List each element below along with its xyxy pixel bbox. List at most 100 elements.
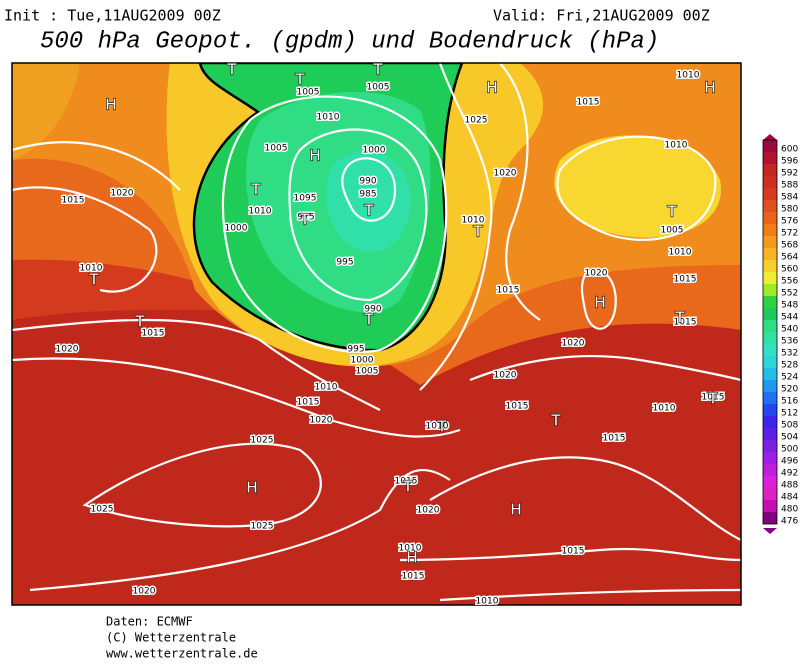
isobar-label: 1015 [506, 402, 529, 412]
isobar-label: 990 [364, 305, 381, 315]
colorbar-swatch [763, 440, 777, 452]
colorbar-swatch [763, 512, 777, 524]
colorbar-swatch [763, 344, 777, 356]
isobar-label: 1010 [669, 248, 692, 258]
colorbar-label: 484 [781, 493, 798, 503]
isobar-label: 1010 [317, 113, 340, 123]
isobar-label: 1010 [426, 422, 449, 432]
colorbar: 600 596 592 588 584 580 576 572 568 564 560 556 552 5… [762, 134, 798, 534]
colorbar-label: 544 [781, 313, 798, 323]
colorbar-label: 496 [781, 457, 798, 467]
colorbar-label: 476 [781, 517, 798, 527]
colorbar-label: 592 [781, 169, 798, 179]
colorbar-label: 560 [781, 265, 798, 275]
isobar-label: 1020 [585, 269, 608, 279]
colorbar-swatch [763, 152, 777, 164]
colorbar-label: 492 [781, 469, 798, 479]
isobar-label: 1000 [363, 146, 386, 156]
footer-source: Daten: ECMWF [106, 615, 193, 629]
colorbar-swatch [763, 260, 777, 272]
colorbar-label: 572 [781, 229, 798, 239]
colorbar-swatch [763, 164, 777, 176]
colorbar-swatch [763, 416, 777, 428]
pressure-center: T [436, 418, 447, 436]
colorbar-label: 524 [781, 373, 798, 383]
colorbar-label: 516 [781, 397, 798, 407]
isobar-label: 1010 [315, 383, 338, 393]
isobar-label: 1025 [251, 436, 274, 446]
isobar-label: 995 [347, 345, 364, 355]
colorbar-label: 532 [781, 349, 798, 359]
pressure-center: H [309, 147, 320, 165]
colorbar-swatch [763, 188, 777, 200]
isobar-label: 1020 [417, 506, 440, 516]
pressure-center: T [226, 61, 237, 79]
pressure-center: T [299, 211, 310, 229]
isobar-label: 1015 [603, 434, 626, 444]
colorbar-swatch [763, 176, 777, 188]
isobar-label: 1015 [62, 196, 85, 206]
isobar-label: 1025 [251, 522, 274, 532]
isobar-label: 1015 [674, 275, 697, 285]
chart-title: 500 hPa Geopot. (gpdm) und Bodendruck (h… [40, 28, 659, 55]
pressure-center: H [105, 96, 116, 114]
valid-time: Valid: Fri,21AUG2009 00Z [493, 7, 710, 25]
colorbar-label: 528 [781, 361, 798, 371]
colorbar-swatch [763, 296, 777, 308]
pressure-center: T [707, 390, 718, 408]
colorbar-swatch [763, 488, 777, 500]
colorbar-swatch [763, 320, 777, 332]
isobar-label: 1015 [142, 329, 165, 339]
colorbar-label: 508 [781, 421, 798, 431]
isobar-label: 1020 [56, 345, 79, 355]
pressure-center: T [666, 203, 677, 221]
isobar-label: 1000 [351, 356, 374, 366]
isobar-label: 990 [359, 177, 376, 187]
isobar-label: 1025 [465, 116, 488, 126]
isobar-label: 1010 [249, 207, 272, 217]
colorbar-label: 596 [781, 157, 798, 167]
isobar-label: 1005 [367, 83, 390, 93]
init-time: Init : Tue,11AUG2009 00Z [4, 7, 221, 25]
pressure-center: T [134, 313, 145, 331]
isobar-label: 1005 [356, 367, 379, 377]
colorbar-swatch [763, 392, 777, 404]
colorbar-swatch [763, 332, 777, 344]
colorbar-swatch [763, 200, 777, 212]
isobar-label: 1005 [661, 226, 684, 236]
colorbar-label: 480 [781, 505, 798, 515]
map-frame [11, 62, 742, 606]
isobar-label: 1010 [677, 71, 700, 81]
colorbar-swatch [763, 452, 777, 464]
colorbar-label: 564 [781, 253, 798, 263]
colorbar-swatch [763, 284, 777, 296]
pressure-center: T [372, 61, 383, 79]
footer-copyright: (C) Wetterzentrale [106, 631, 236, 645]
colorbar-label: 556 [781, 277, 798, 287]
pressure-center: T [402, 478, 413, 496]
isobar-label: 1020 [494, 371, 517, 381]
colorbar-label: 588 [781, 181, 798, 191]
isobar-label: 1025 [91, 505, 114, 515]
colorbar-label: 580 [781, 205, 798, 215]
isobar-label: 1020 [310, 416, 333, 426]
isobar-label: 1005 [265, 144, 288, 154]
colorbar-label: 576 [781, 217, 798, 227]
colorbar-swatch [763, 500, 777, 512]
pressure-center: H [406, 549, 417, 567]
isobar-label: 1015 [395, 477, 418, 487]
colorbar-swatch [763, 356, 777, 368]
colorbar-label: 536 [781, 337, 798, 347]
colorbar-label: 512 [781, 409, 798, 419]
pressure-center: T [250, 181, 261, 199]
isobar-label: 1010 [476, 597, 499, 607]
isobar-label: 1010 [653, 404, 676, 414]
pressure-center: T [472, 223, 483, 241]
footer-url: www.wetterzentrale.de [106, 647, 258, 661]
pressure-center: H [246, 479, 257, 497]
pressure-center: T [88, 271, 99, 289]
colorbar-swatch [763, 236, 777, 248]
